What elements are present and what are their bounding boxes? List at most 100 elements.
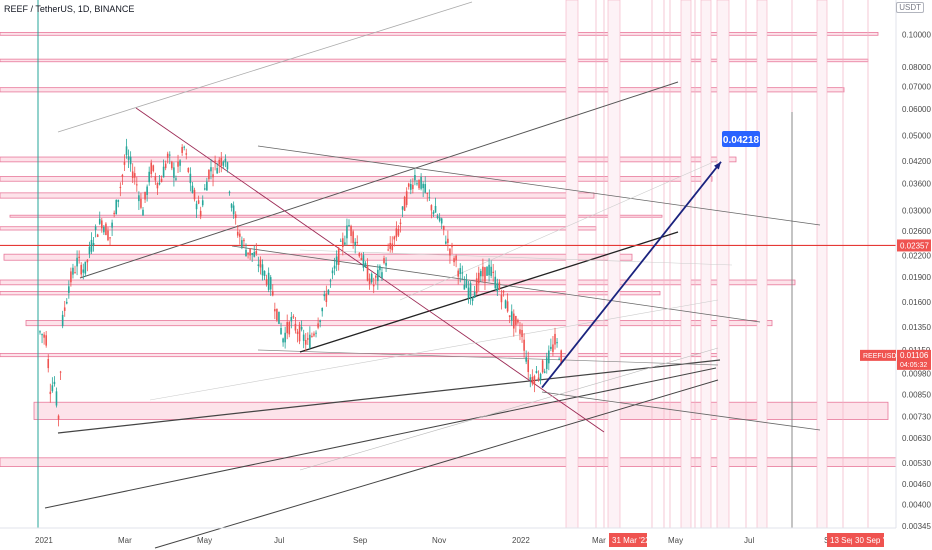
candle-body [484, 267, 486, 282]
candle-body [136, 184, 138, 186]
candle-body [253, 252, 256, 257]
y-tick-label: 0.10000 [902, 31, 931, 40]
candle-body [228, 191, 231, 193]
candle-body [220, 157, 223, 166]
candle-body [154, 176, 157, 181]
candle-body [49, 391, 52, 395]
candle-body [335, 256, 338, 265]
candle-body [461, 272, 464, 274]
candle-body [381, 272, 383, 278]
candle-body [438, 217, 441, 221]
candle-body [226, 162, 229, 170]
candle-body [490, 266, 492, 276]
trendline [541, 391, 821, 431]
currency-label[interactable]: USDT [896, 2, 924, 13]
zone-band [0, 31, 879, 36]
candle-body [513, 313, 515, 329]
y-tick-label: 0.00730 [902, 412, 931, 421]
candle-body [166, 153, 169, 158]
candle-body [146, 186, 148, 195]
candle-body [517, 319, 519, 323]
trendline [299, 249, 733, 266]
candle-body [210, 167, 212, 172]
candle-body [473, 291, 476, 298]
candle-body [282, 338, 284, 343]
candle-body [377, 269, 379, 282]
candle-body [195, 203, 198, 210]
y-tick-label: 0.01600 [902, 298, 931, 307]
candle-body [486, 266, 488, 276]
candle-body [265, 279, 268, 285]
candle-body [109, 237, 111, 239]
candle-body [459, 268, 462, 274]
candle-body [321, 308, 324, 312]
candle-body [181, 146, 183, 153]
y-tick-label: 0.08000 [902, 63, 931, 72]
y-tick-label: 0.01900 [902, 273, 931, 282]
candle-body [342, 238, 344, 248]
candle-body [107, 230, 109, 241]
y-tick-label: 0.06000 [902, 105, 931, 114]
candle-body [80, 264, 82, 275]
candle-body [68, 286, 70, 293]
candle-body [432, 211, 435, 215]
candle-body [72, 267, 74, 275]
y-tick-label: 0.00345 [902, 522, 931, 531]
candle-body [96, 234, 99, 237]
candle-body [129, 156, 132, 165]
date-tag-label: 31 Mar '22 [612, 536, 650, 545]
candle-body [389, 242, 391, 249]
candle-body [447, 238, 449, 243]
candle-body [541, 360, 544, 373]
candle-body [393, 236, 396, 240]
y-tick-label: 0.03000 [902, 206, 931, 215]
candle-body [465, 279, 468, 288]
candle-body [201, 200, 204, 206]
candle-body [327, 289, 330, 294]
candle-body [348, 225, 350, 227]
candle-body [76, 257, 78, 267]
candle-body [138, 195, 140, 202]
candle-body [267, 272, 270, 290]
candle-body [43, 334, 45, 338]
candle-body [387, 249, 389, 251]
resistance-tag [897, 239, 931, 252]
candle-body [498, 282, 501, 290]
candle-body [162, 166, 165, 178]
zone-band [0, 176, 713, 182]
candle-body [218, 159, 221, 165]
candle-body [298, 324, 301, 342]
candle-body [496, 283, 499, 292]
candle-body [247, 252, 249, 255]
target-tag [722, 131, 760, 147]
candle-body [241, 240, 243, 248]
x-tick-label: May [197, 536, 212, 545]
candle-body [315, 332, 317, 334]
y-tick-label: 0.04200 [902, 157, 931, 166]
candle-body [527, 359, 530, 373]
resistance-tag-label: 0.02357 [900, 241, 929, 250]
time-band [756, 0, 768, 529]
candle-body [197, 200, 200, 204]
candle-body [288, 322, 291, 335]
candle-body [179, 160, 181, 166]
candle-body [92, 243, 95, 246]
candle-body [103, 227, 105, 233]
candle-body [510, 311, 513, 321]
candle-body [41, 334, 43, 336]
candle-body [177, 161, 179, 167]
zone-band [9, 214, 663, 218]
candle-body [523, 339, 525, 351]
candle-body [401, 206, 404, 210]
candle-body [249, 248, 251, 256]
candle-body [175, 178, 177, 180]
candle-body [449, 248, 451, 256]
x-tick-label: Jul [744, 536, 754, 545]
candle-body [259, 259, 262, 268]
candle-body [160, 178, 163, 183]
candle-body [346, 225, 348, 239]
candle-body [199, 210, 202, 217]
zone-band [0, 87, 845, 93]
